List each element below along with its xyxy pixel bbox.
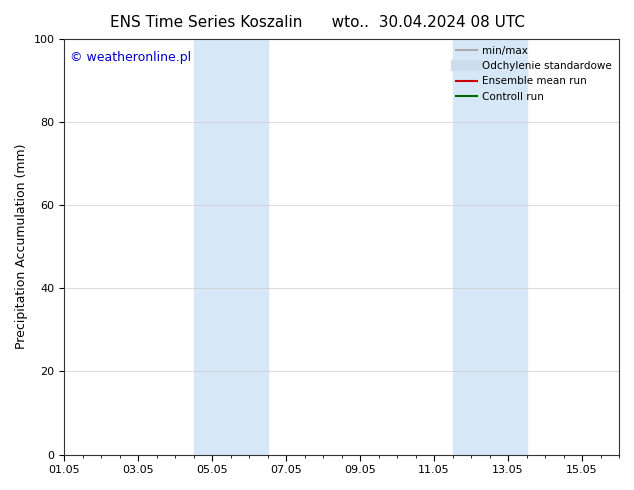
Text: © weatheronline.pl: © weatheronline.pl <box>70 51 191 64</box>
Legend: min/max, Odchylenie standardowe, Ensemble mean run, Controll run: min/max, Odchylenie standardowe, Ensembl… <box>452 42 616 106</box>
Y-axis label: Precipitation Accumulation (mm): Precipitation Accumulation (mm) <box>15 144 28 349</box>
Bar <box>453 39 527 455</box>
Text: ENS Time Series Koszalin      wto..  30.04.2024 08 UTC: ENS Time Series Koszalin wto.. 30.04.202… <box>110 15 524 30</box>
Bar <box>194 39 268 455</box>
